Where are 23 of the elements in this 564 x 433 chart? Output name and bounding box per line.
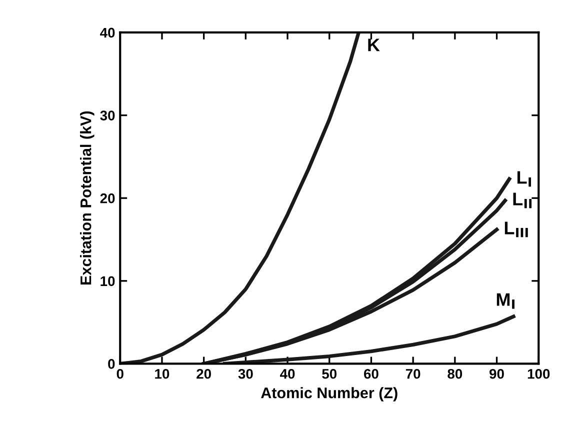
y-tick-label: 0	[108, 359, 115, 369]
y-tick-label: 40	[100, 28, 115, 38]
series-label: L$_{I}$	[517, 171, 532, 187]
x-axis-title: Atomic Number (Z)	[261, 387, 398, 402]
series-label: M$_{I}$	[496, 293, 514, 309]
x-tick-label: 0	[116, 368, 124, 379]
x-tick-label: 20	[196, 368, 211, 379]
x-tick-label: 40	[280, 368, 295, 379]
x-tick-label: 50	[322, 368, 337, 379]
x-tick-label: 100	[528, 368, 550, 379]
y-tick-label: 30	[100, 110, 115, 120]
series-label: L$_{III}$	[504, 222, 528, 238]
x-tick-label: 30	[238, 368, 253, 379]
x-tick-label: 80	[448, 368, 462, 379]
x-tick-label: 10	[155, 368, 170, 379]
series-label: K	[368, 38, 380, 52]
y-tick-label: 10	[100, 276, 115, 286]
x-tick-label: 70	[406, 368, 420, 379]
x-tick-label: 90	[490, 368, 504, 379]
series-label: L$_{II}$	[513, 192, 532, 208]
y-axis-title: Excitation Potential (kV)	[80, 111, 94, 285]
x-tick-label: 60	[364, 368, 378, 379]
y-tick-label: 20	[100, 193, 115, 204]
